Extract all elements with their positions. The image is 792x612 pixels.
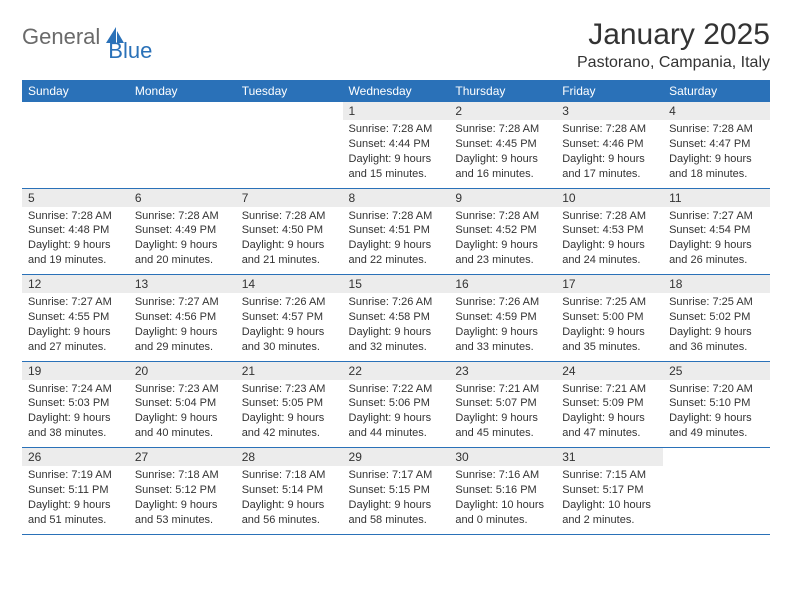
day-number-cell: 14 — [236, 275, 343, 294]
day-info-row: Sunrise: 7:24 AMSunset: 5:03 PMDaylight:… — [22, 380, 770, 448]
day-info-cell: Sunrise: 7:23 AMSunset: 5:05 PMDaylight:… — [236, 380, 343, 448]
logo-text-general: General — [22, 24, 100, 50]
day-info-cell: Sunrise: 7:18 AMSunset: 5:12 PMDaylight:… — [129, 466, 236, 534]
day-number-cell: 24 — [556, 361, 663, 380]
day-info-cell: Sunrise: 7:26 AMSunset: 4:57 PMDaylight:… — [236, 293, 343, 361]
day-header: Sunday — [22, 80, 129, 102]
day-info-cell: Sunrise: 7:26 AMSunset: 4:59 PMDaylight:… — [449, 293, 556, 361]
day-info-cell: Sunrise: 7:27 AMSunset: 4:55 PMDaylight:… — [22, 293, 129, 361]
day-info-cell: Sunrise: 7:21 AMSunset: 5:09 PMDaylight:… — [556, 380, 663, 448]
day-info-cell: Sunrise: 7:25 AMSunset: 5:00 PMDaylight:… — [556, 293, 663, 361]
day-info-cell: Sunrise: 7:28 AMSunset: 4:44 PMDaylight:… — [343, 120, 450, 188]
day-header-row: SundayMondayTuesdayWednesdayThursdayFrid… — [22, 80, 770, 102]
day-number-cell: 8 — [343, 188, 450, 207]
day-info-cell: Sunrise: 7:15 AMSunset: 5:17 PMDaylight:… — [556, 466, 663, 534]
day-header: Thursday — [449, 80, 556, 102]
day-info-cell: Sunrise: 7:28 AMSunset: 4:52 PMDaylight:… — [449, 207, 556, 275]
day-header: Monday — [129, 80, 236, 102]
day-info-cell: Sunrise: 7:28 AMSunset: 4:50 PMDaylight:… — [236, 207, 343, 275]
day-number-cell: 11 — [663, 188, 770, 207]
day-number-cell: 27 — [129, 448, 236, 467]
day-info-cell: Sunrise: 7:20 AMSunset: 5:10 PMDaylight:… — [663, 380, 770, 448]
day-info-cell: Sunrise: 7:27 AMSunset: 4:54 PMDaylight:… — [663, 207, 770, 275]
day-info-cell: Sunrise: 7:16 AMSunset: 5:16 PMDaylight:… — [449, 466, 556, 534]
day-info-cell — [129, 120, 236, 188]
day-number-cell: 19 — [22, 361, 129, 380]
day-header: Wednesday — [343, 80, 450, 102]
day-header: Friday — [556, 80, 663, 102]
day-number-cell: 1 — [343, 102, 450, 120]
day-info-cell: Sunrise: 7:28 AMSunset: 4:48 PMDaylight:… — [22, 207, 129, 275]
day-number-cell: 25 — [663, 361, 770, 380]
day-info-cell — [236, 120, 343, 188]
day-number-cell: 2 — [449, 102, 556, 120]
day-info-cell: Sunrise: 7:28 AMSunset: 4:53 PMDaylight:… — [556, 207, 663, 275]
day-info-cell: Sunrise: 7:21 AMSunset: 5:07 PMDaylight:… — [449, 380, 556, 448]
day-info-row: Sunrise: 7:28 AMSunset: 4:48 PMDaylight:… — [22, 207, 770, 275]
day-info-row: Sunrise: 7:27 AMSunset: 4:55 PMDaylight:… — [22, 293, 770, 361]
day-number-cell: 4 — [663, 102, 770, 120]
day-number-cell: 13 — [129, 275, 236, 294]
location: Pastorano, Campania, Italy — [577, 54, 770, 72]
day-number-cell: 7 — [236, 188, 343, 207]
day-number-cell: 23 — [449, 361, 556, 380]
day-number-cell: 18 — [663, 275, 770, 294]
day-info-cell: Sunrise: 7:28 AMSunset: 4:51 PMDaylight:… — [343, 207, 450, 275]
day-header: Saturday — [663, 80, 770, 102]
day-info-cell: Sunrise: 7:24 AMSunset: 5:03 PMDaylight:… — [22, 380, 129, 448]
day-header: Tuesday — [236, 80, 343, 102]
day-info-cell: Sunrise: 7:28 AMSunset: 4:45 PMDaylight:… — [449, 120, 556, 188]
day-number-cell: 20 — [129, 361, 236, 380]
day-info-row: Sunrise: 7:28 AMSunset: 4:44 PMDaylight:… — [22, 120, 770, 188]
day-number-cell: 9 — [449, 188, 556, 207]
day-info-cell: Sunrise: 7:17 AMSunset: 5:15 PMDaylight:… — [343, 466, 450, 534]
day-number-cell: 15 — [343, 275, 450, 294]
logo: General Blue — [22, 24, 172, 50]
day-number-row: 567891011 — [22, 188, 770, 207]
day-number-cell: 16 — [449, 275, 556, 294]
month-title: January 2025 — [577, 18, 770, 52]
day-info-cell: Sunrise: 7:18 AMSunset: 5:14 PMDaylight:… — [236, 466, 343, 534]
day-info-cell: Sunrise: 7:23 AMSunset: 5:04 PMDaylight:… — [129, 380, 236, 448]
day-number-row: 262728293031 — [22, 448, 770, 467]
day-number-cell: 10 — [556, 188, 663, 207]
logo-text-blue: Blue — [108, 38, 152, 64]
day-number-cell — [236, 102, 343, 120]
day-number-cell: 31 — [556, 448, 663, 467]
day-number-cell — [22, 102, 129, 120]
day-info-cell: Sunrise: 7:28 AMSunset: 4:47 PMDaylight:… — [663, 120, 770, 188]
day-info-cell: Sunrise: 7:26 AMSunset: 4:58 PMDaylight:… — [343, 293, 450, 361]
title-block: January 2025 Pastorano, Campania, Italy — [577, 18, 770, 72]
day-number-cell: 5 — [22, 188, 129, 207]
day-number-cell: 3 — [556, 102, 663, 120]
day-info-cell — [22, 120, 129, 188]
day-number-cell: 28 — [236, 448, 343, 467]
day-number-row: 12131415161718 — [22, 275, 770, 294]
day-info-cell — [663, 466, 770, 534]
day-info-row: Sunrise: 7:19 AMSunset: 5:11 PMDaylight:… — [22, 466, 770, 534]
day-number-cell: 21 — [236, 361, 343, 380]
day-info-cell: Sunrise: 7:25 AMSunset: 5:02 PMDaylight:… — [663, 293, 770, 361]
day-number-cell: 22 — [343, 361, 450, 380]
day-info-cell: Sunrise: 7:27 AMSunset: 4:56 PMDaylight:… — [129, 293, 236, 361]
day-number-row: 19202122232425 — [22, 361, 770, 380]
day-number-cell: 26 — [22, 448, 129, 467]
day-number-cell — [129, 102, 236, 120]
day-info-cell: Sunrise: 7:28 AMSunset: 4:49 PMDaylight:… — [129, 207, 236, 275]
day-info-cell: Sunrise: 7:19 AMSunset: 5:11 PMDaylight:… — [22, 466, 129, 534]
day-number-cell: 6 — [129, 188, 236, 207]
header: General Blue January 2025 Pastorano, Cam… — [22, 18, 770, 72]
day-info-cell: Sunrise: 7:22 AMSunset: 5:06 PMDaylight:… — [343, 380, 450, 448]
day-number-cell — [663, 448, 770, 467]
day-number-row: 1234 — [22, 102, 770, 120]
calendar-table: SundayMondayTuesdayWednesdayThursdayFrid… — [22, 80, 770, 535]
day-info-cell: Sunrise: 7:28 AMSunset: 4:46 PMDaylight:… — [556, 120, 663, 188]
day-number-cell: 17 — [556, 275, 663, 294]
day-number-cell: 29 — [343, 448, 450, 467]
day-number-cell: 30 — [449, 448, 556, 467]
day-number-cell: 12 — [22, 275, 129, 294]
